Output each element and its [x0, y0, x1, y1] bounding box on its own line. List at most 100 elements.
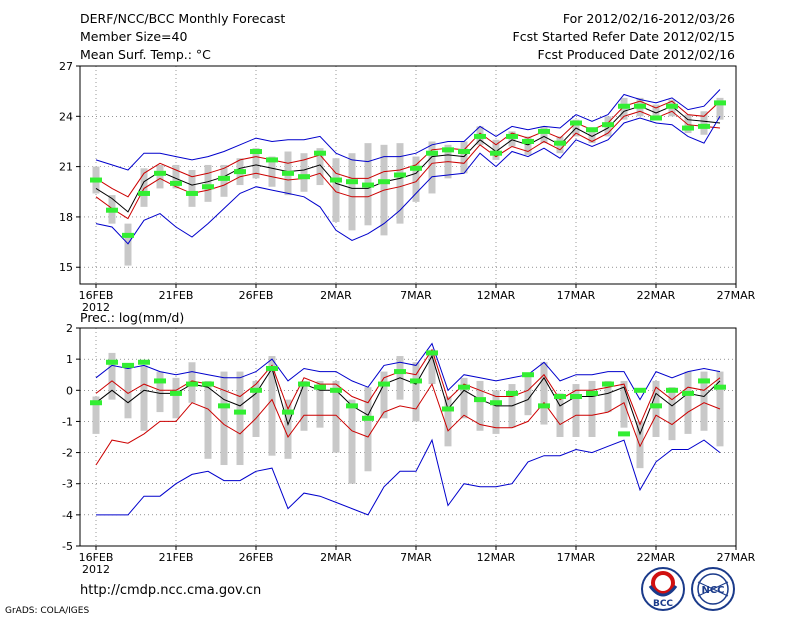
panel2-forecast-marker: [106, 359, 118, 365]
panel1-line-upper-outer: [95, 89, 721, 171]
panel2-member-range-bar: [348, 399, 356, 484]
panel1-x-tick-label: 26FEB: [239, 289, 274, 302]
panel2-forecast-marker: [282, 409, 294, 415]
panel1-member-range-bar: [140, 168, 148, 207]
panel2-y-tick-label: -4: [62, 509, 73, 522]
panel2-member-range-bar: [524, 374, 532, 416]
panel2-line-upper-inner: [95, 348, 721, 426]
member-size-label: Member Size=40: [80, 29, 188, 44]
panel1-forecast-marker: [682, 125, 694, 131]
panel2-forecast-marker: [698, 378, 710, 384]
panel1-forecast-marker: [538, 128, 550, 134]
started-refer-date-label: Fcst Started Refer Date 2012/02/15: [512, 29, 736, 44]
bcc-logo-icon: BCC: [641, 567, 685, 611]
panel2-forecast-marker: [650, 403, 662, 409]
panel1-member-range-bar: [204, 164, 212, 202]
panel2-forecast-marker: [378, 381, 390, 387]
panel1-x-tick-label: 16FEB: [79, 289, 114, 302]
panel1-forecast-marker: [330, 177, 342, 183]
panel1-forecast-marker: [106, 207, 118, 213]
panel1-y-tick-label: 18: [59, 211, 73, 224]
produced-date-label: Fcst Produced Date 2012/02/16: [537, 47, 735, 62]
ncc-logo-label: NCC: [701, 585, 724, 596]
panel1-forecast-marker: [442, 147, 454, 153]
panel2-title: Prec.: log(mm/d): [80, 310, 184, 325]
panel1-year-label: 2012: [82, 301, 110, 314]
panel2-forecast-marker: [682, 390, 694, 396]
panel2-member-range-bar: [252, 380, 260, 437]
panel1-forecast-marker: [90, 177, 102, 183]
panel2-member-range-bar: [316, 380, 324, 428]
panel2-forecast-marker: [618, 431, 630, 437]
panel1-forecast-marker: [378, 179, 390, 185]
panel1-y-tick-label: 15: [59, 261, 73, 274]
panel1-forecast-marker: [346, 179, 358, 185]
panel2-x-tick-label: 7MAR: [400, 551, 432, 564]
panel2-member-range-bar: [572, 384, 580, 437]
panel2-forecast-marker: [90, 400, 102, 406]
panel1-forecast-marker: [362, 182, 374, 188]
panel2-forecast-marker: [602, 381, 614, 387]
panel1-x-tick-label: 17MAR: [557, 289, 596, 302]
panel2-member-range-bar: [588, 380, 596, 437]
panel2-line-lower-outer: [96, 438, 721, 516]
panel1-forecast-marker: [602, 122, 614, 128]
panel1-forecast-marker: [186, 190, 198, 196]
panel2-member-range-bar: [172, 377, 180, 419]
panel2-forecast-marker: [410, 378, 422, 384]
panel1-forecast-marker: [618, 103, 630, 109]
panel1-member-range-bar: [588, 128, 596, 144]
panel2-member-range-bar: [204, 380, 212, 459]
panel1-member-range-bar: [172, 164, 180, 189]
grads-credit: GrADS: COLA/IGES: [5, 606, 90, 616]
panel2-forecast-marker: [426, 350, 438, 356]
panel2-member-range-bar: [428, 349, 436, 385]
panel1-forecast-marker: [234, 169, 246, 175]
panel1-member-range-bar: [412, 156, 420, 202]
panel2-x-tick-label: 2MAR: [320, 551, 352, 564]
panel2-forecast-marker: [298, 381, 310, 387]
panel1-forecast-marker: [650, 115, 662, 121]
panel2-forecast-marker: [362, 415, 374, 421]
panel1-forecast-marker: [698, 123, 710, 129]
panel2-member-range-bar: [556, 393, 564, 437]
panel1-forecast-marker: [138, 190, 150, 196]
panel2-forecast-marker: [346, 403, 358, 409]
panel1-member-range-bar: [716, 97, 724, 120]
panel2-forecast-marker: [330, 387, 342, 393]
panel2-member-range-bar: [300, 380, 308, 431]
panel2-forecast-marker: [522, 372, 534, 378]
panel1-member-range-bar: [156, 164, 164, 189]
variable-label: Mean Surf. Temp.: °C: [80, 47, 211, 62]
panel1-member-range-bar: [508, 131, 516, 147]
panel1-member-range-bar: [220, 164, 228, 197]
panel1-forecast-marker: [666, 103, 678, 109]
panel1-member-range-bar: [700, 111, 708, 135]
panel2-x-tick-label: 27MAR: [717, 551, 756, 564]
panel2-y-tick-label: 2: [66, 322, 73, 335]
panel2-member-range-bar: [124, 365, 132, 419]
panel2-forecast-marker: [666, 387, 678, 393]
panel1-member-range-bar: [268, 156, 276, 187]
panel2-frame: [79, 327, 737, 547]
panel2-forecast-marker: [490, 400, 502, 406]
panel2-forecast-marker: [266, 365, 278, 371]
panel1-member-range-bar: [332, 158, 340, 222]
panel1-member-range-bar: [316, 148, 324, 186]
panel2-member-range-bar: [140, 365, 148, 431]
panel1-member-range-bar: [652, 104, 660, 120]
panel2-member-range-bar: [684, 371, 692, 434]
panel1-member-range-bar: [684, 114, 692, 134]
panel2-line-lower-inner: [95, 382, 721, 466]
panel2-y-tick-label: 1: [66, 353, 73, 366]
panel1-forecast-marker: [218, 175, 230, 181]
panel1-forecast-marker: [522, 138, 534, 144]
panel2-line-ensemble-mean: [95, 354, 721, 436]
panel1-forecast-marker: [202, 184, 214, 190]
panel2-forecast-marker: [138, 359, 150, 365]
panel2-x-tick-label: 17MAR: [557, 551, 596, 564]
panel2-member-range-bar: [156, 371, 164, 413]
source-url[interactable]: http://cmdp.ncc.cma.gov.cn: [80, 583, 262, 598]
panel2-forecast-marker: [538, 403, 550, 409]
